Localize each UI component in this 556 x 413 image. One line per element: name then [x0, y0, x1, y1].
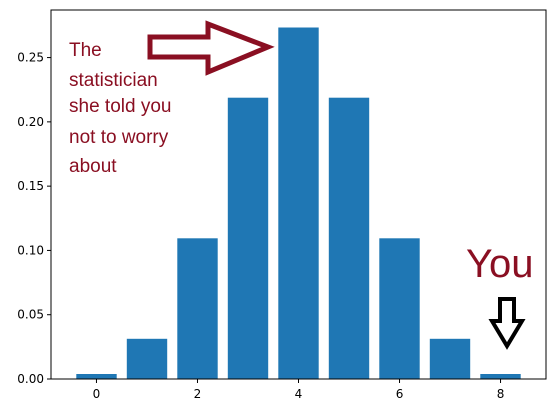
annotation-line-2: statistician — [69, 70, 158, 91]
x-tick-label: 8 — [497, 387, 505, 401]
annotation-line-3: she told you — [69, 96, 171, 117]
x-tick-label: 6 — [396, 387, 404, 401]
bar-7 — [429, 338, 471, 379]
bar-5 — [328, 97, 370, 379]
bar-0 — [76, 374, 117, 379]
bar-4 — [278, 27, 319, 379]
bar-8 — [480, 374, 521, 379]
down-arrow-icon — [488, 297, 526, 350]
x-axis-ticks: 0 2 4 6 8 — [93, 379, 505, 401]
you-label: You — [466, 242, 534, 286]
annotation-line-4: not to worry — [69, 127, 169, 148]
x-tick-label: 4 — [295, 387, 303, 401]
y-axis-ticks: 0.00 0.05 0.10 0.15 0.20 0.25 — [17, 51, 51, 386]
right-arrow-icon — [147, 20, 275, 76]
annotation-line-1: The — [69, 40, 102, 61]
x-tick-label: 2 — [194, 387, 202, 401]
x-tick-label: 0 — [93, 387, 101, 401]
y-tick-label: 0.15 — [17, 179, 44, 193]
y-tick-label: 0.05 — [17, 308, 44, 322]
bar-1 — [126, 338, 168, 379]
y-tick-label: 0.00 — [17, 372, 44, 386]
bar-6 — [379, 238, 420, 379]
y-tick-label: 0.25 — [17, 51, 44, 65]
y-tick-label: 0.10 — [17, 243, 44, 257]
bar-2 — [177, 238, 218, 379]
y-tick-label: 0.20 — [17, 115, 44, 129]
bars-group — [76, 27, 521, 379]
bar-3 — [227, 97, 269, 379]
annotation-line-5: about — [69, 156, 117, 177]
